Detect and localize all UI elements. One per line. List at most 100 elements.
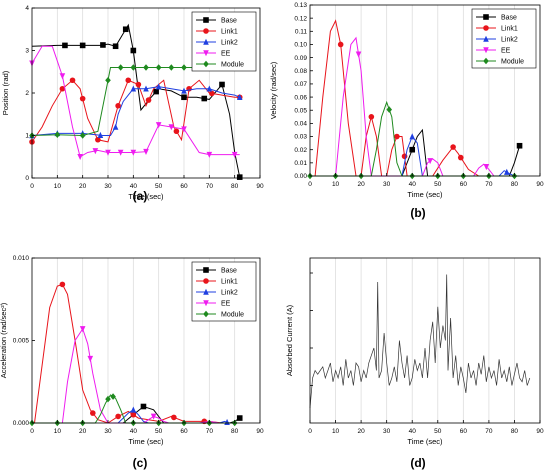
x-tick-label: 90	[536, 181, 544, 188]
panel-label-a: (a)	[133, 189, 148, 203]
x-tick-label: 0	[30, 183, 34, 190]
data-point-link1	[173, 128, 180, 135]
data-point-ee	[150, 413, 157, 420]
y-tick-label: 0.11	[295, 29, 308, 36]
data-point-module	[181, 64, 187, 71]
legend-label-link1: Link1	[221, 279, 238, 286]
legend-label-base: Base	[501, 15, 517, 22]
data-point-link1	[171, 414, 177, 421]
y-axis-title: Absorbed Current (A)	[285, 304, 294, 376]
y-tick-label: 0.02	[294, 147, 307, 154]
y-tick-label: 1	[25, 133, 29, 140]
x-tick-label: 70	[206, 183, 214, 190]
y-tick-label: 2	[25, 90, 29, 97]
x-tick-label: 50	[155, 183, 163, 190]
x-tick-label: 60	[460, 181, 468, 188]
y-axis-title: Velocity (rad/sec)	[269, 61, 278, 119]
x-tick-label: 60	[460, 428, 468, 435]
plot-frame	[309, 257, 541, 424]
data-point-ee	[87, 355, 94, 362]
data-point-link1	[130, 411, 137, 418]
legend-marker-module	[483, 57, 489, 65]
data-point-base	[201, 95, 208, 102]
data-point-module	[168, 64, 175, 71]
y-tick-label: 0.09	[294, 55, 307, 62]
x-tick-label: 10	[332, 428, 340, 435]
legend-label-module: Module	[501, 59, 524, 66]
series-line-ee	[335, 36, 495, 177]
data-point-ee	[168, 124, 175, 131]
y-tick-label: 0.12	[294, 15, 307, 22]
series-line-base	[401, 128, 521, 177]
y-tick-label: 0.10	[294, 42, 307, 49]
data-point-module	[110, 393, 116, 400]
data-point-link1	[59, 85, 66, 92]
data-point-link2	[112, 123, 119, 130]
x-tick-label: 50	[434, 181, 442, 188]
data-point-link1	[59, 281, 66, 288]
legend-marker-base	[483, 14, 489, 20]
data-point-link2	[503, 168, 510, 175]
series-line-ee	[31, 45, 240, 158]
legend-label-link2: Link2	[221, 40, 238, 47]
y-tick-label: 0.13	[294, 2, 307, 9]
x-axis-title: Time (sec)	[407, 437, 443, 446]
data-point-link2	[155, 83, 162, 90]
data-point-module	[386, 106, 393, 113]
legend: Base Link1 Link2 EE Module	[471, 8, 537, 69]
x-tick-label: 60	[180, 428, 188, 435]
y-tick-label: 0.00	[294, 173, 307, 180]
x-tick-label: 10	[332, 181, 340, 188]
data-point-base	[409, 146, 416, 153]
data-point-ee	[206, 151, 213, 158]
y-tick-label: 0.000	[13, 420, 30, 427]
y-tick-label: 0.01	[294, 160, 307, 167]
series-line-link2	[401, 135, 515, 177]
x-tick-label: 70	[206, 428, 214, 435]
x-tick-label: 30	[383, 428, 391, 435]
data-point-base	[112, 43, 119, 50]
data-point-link1	[337, 41, 344, 48]
chart-2: 0 10 20 30 40 50 60 70 80 90 0.00 0.01 0.02 0.03 0.04 0…	[269, 2, 544, 199]
legend-marker-base	[203, 267, 209, 273]
data-point-module	[105, 395, 111, 403]
data-point-base	[236, 174, 243, 180]
data-point-base	[122, 26, 129, 33]
data-point-link2	[181, 87, 187, 94]
x-tick-label: 50	[434, 428, 442, 435]
legend-label-link1: Link1	[221, 29, 238, 36]
data-point-ee	[77, 153, 83, 161]
data-point-link1	[457, 154, 464, 161]
legend-label-link2: Link2	[501, 37, 518, 44]
legend-marker-ee	[203, 50, 209, 57]
data-point-link2	[143, 85, 149, 92]
legend-marker-ee	[483, 47, 489, 54]
legend-label-link2: Link2	[221, 290, 238, 297]
y-tick-label: 3	[25, 48, 29, 55]
x-tick-label: 40	[409, 181, 417, 188]
x-axis-title: Time (sec)	[128, 437, 164, 446]
data-point-link1	[135, 81, 142, 88]
legend-marker-link2	[483, 35, 489, 42]
data-point-module	[155, 64, 162, 71]
x-tick-label: 20	[79, 428, 87, 435]
legend: Base Link1 Link2 EE Module	[191, 261, 257, 322]
data-point-ee	[231, 151, 238, 158]
data-point-link1	[145, 97, 152, 103]
data-point-ee	[181, 126, 187, 133]
x-tick-label: 20	[79, 183, 87, 190]
legend-label-base: Base	[221, 18, 237, 25]
y-tick-label: 4	[25, 5, 29, 12]
y-tick-label: 0.005	[13, 338, 30, 345]
x-tick-label: 80	[231, 183, 239, 190]
data-point-base	[100, 42, 106, 48]
data-point-ee	[79, 326, 86, 333]
data-point-base	[236, 415, 243, 421]
y-axis-title: Position (rad)	[1, 70, 10, 115]
y-tick-label: 0.08	[294, 68, 307, 75]
data-point-link1	[394, 133, 400, 140]
data-point-link1	[209, 90, 215, 97]
y-tick-label: 0.03	[294, 134, 307, 141]
plot-frame	[309, 4, 541, 177]
